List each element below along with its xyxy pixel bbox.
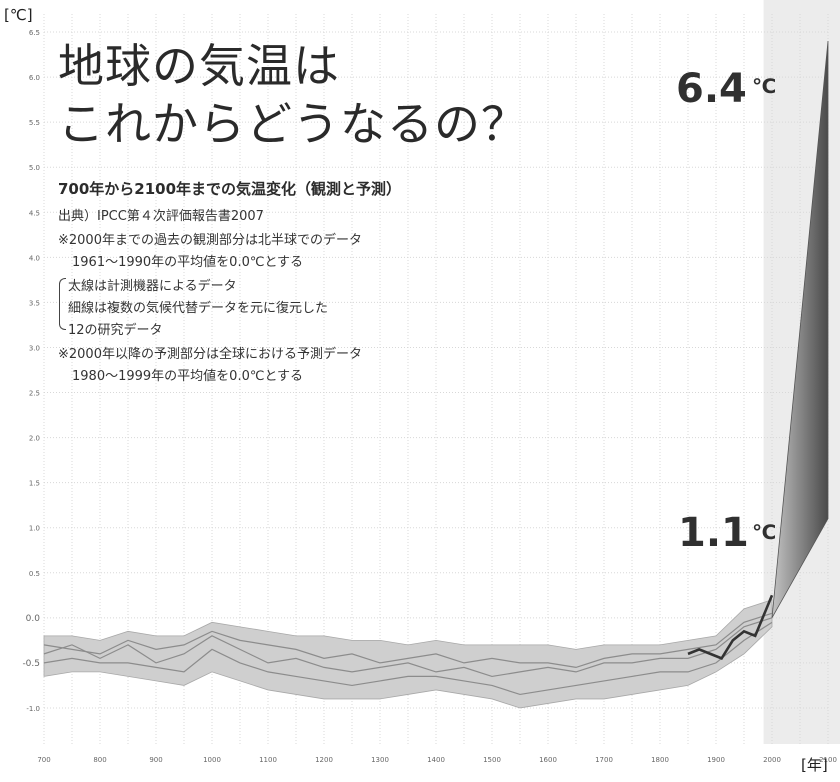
x-tick-label: 1600 (539, 756, 557, 764)
note-projection: ※2000年以降の予測部分は全球における予測データ (58, 347, 362, 362)
y-tick-label: 0.5 (29, 570, 40, 578)
x-tick-label: 900 (149, 756, 162, 764)
note-studies: 12の研究データ (68, 323, 163, 338)
x-axis-unit: [年] (801, 756, 828, 774)
proxy-band (43, 599, 773, 709)
x-tick-label: 700 (37, 756, 50, 764)
y-tick-label: 1.5 (29, 480, 40, 488)
y-tick-label: 6.5 (29, 29, 40, 37)
chart-title-line2: これからどうなるの？ (58, 97, 528, 151)
y-tick-label: 1.0 (29, 525, 40, 533)
x-tick-label: 1100 (259, 756, 277, 764)
plot-area (43, 40, 829, 709)
y-tick-label: 3.5 (29, 299, 40, 307)
y-tick-label: -0.5 (22, 659, 40, 669)
x-tick-label: 800 (93, 756, 106, 764)
note-projection-baseline: 1980～1999年の平均値を0.0℃とする (72, 369, 304, 384)
note-thick-line: 太線は計測機器によるデータ (68, 279, 237, 294)
note-observation: ※2000年までの過去の観測部分は北半球でのデータ (58, 233, 362, 248)
projection-high-label: 6.4 (676, 66, 747, 112)
x-axis-ticks: 700 800 900 1000 1100 1200 1300 1400 1500 1600 170… (37, 756, 837, 764)
y-tick-label: 2.5 (29, 390, 40, 398)
y-tick-label: 0.0 (26, 614, 41, 624)
note-observation-baseline: 1961～1990年の平均値を0.0℃とする (72, 255, 304, 270)
x-tick-label: 1900 (707, 756, 725, 764)
y-tick-label: 2.0 (29, 435, 40, 443)
proxy-series-line (43, 617, 773, 678)
projection-high-unit: ℃ (752, 74, 777, 98)
y-tick-label: 4.5 (29, 209, 40, 217)
instrumental-series-line (687, 594, 774, 660)
x-tick-label: 1300 (371, 756, 389, 764)
x-tick-label: 2000 (763, 756, 781, 764)
projection-low-label: 1.1 (678, 510, 749, 556)
chart-subtitle: 700年から2100年までの気温変化（観測と予測） (58, 180, 402, 198)
x-tick-label: 1200 (315, 756, 333, 764)
y-axis-unit: [℃] (4, 6, 33, 24)
y-tick-label: 3.0 (29, 344, 40, 352)
chart-title-line1: 地球の気温は (58, 39, 340, 93)
note-thin-line: 細線は複数の気候代替データを元に復元した (68, 301, 329, 316)
x-tick-label: 1800 (651, 756, 669, 764)
proxy-series-line (43, 621, 773, 696)
projection-fan (771, 40, 829, 619)
x-tick-label: 1400 (427, 756, 445, 764)
projection-low-unit: ℃ (752, 520, 777, 544)
notes-bracket (59, 278, 66, 330)
y-axis-ticks: -1.0 -0.5 0.0 0.5 1.0 1.5 2.0 2.5 3.0 3.5 4.0 4.5 5.… (22, 29, 40, 713)
y-tick-label: 4.0 (29, 254, 40, 262)
y-tick-label: 5.0 (29, 164, 40, 172)
y-tick-label: -1.0 (26, 705, 40, 713)
x-tick-label: 1700 (595, 756, 613, 764)
x-tick-label: 1500 (483, 756, 501, 764)
y-tick-label: 5.5 (29, 119, 40, 127)
x-tick-label: 1000 (203, 756, 221, 764)
y-tick-label: 6.0 (29, 74, 40, 82)
note-source: 出典）IPCC第４次評価報告書2007 (58, 209, 264, 224)
x-tick-label: 2100 (819, 756, 837, 764)
proxy-series-line (43, 612, 773, 669)
